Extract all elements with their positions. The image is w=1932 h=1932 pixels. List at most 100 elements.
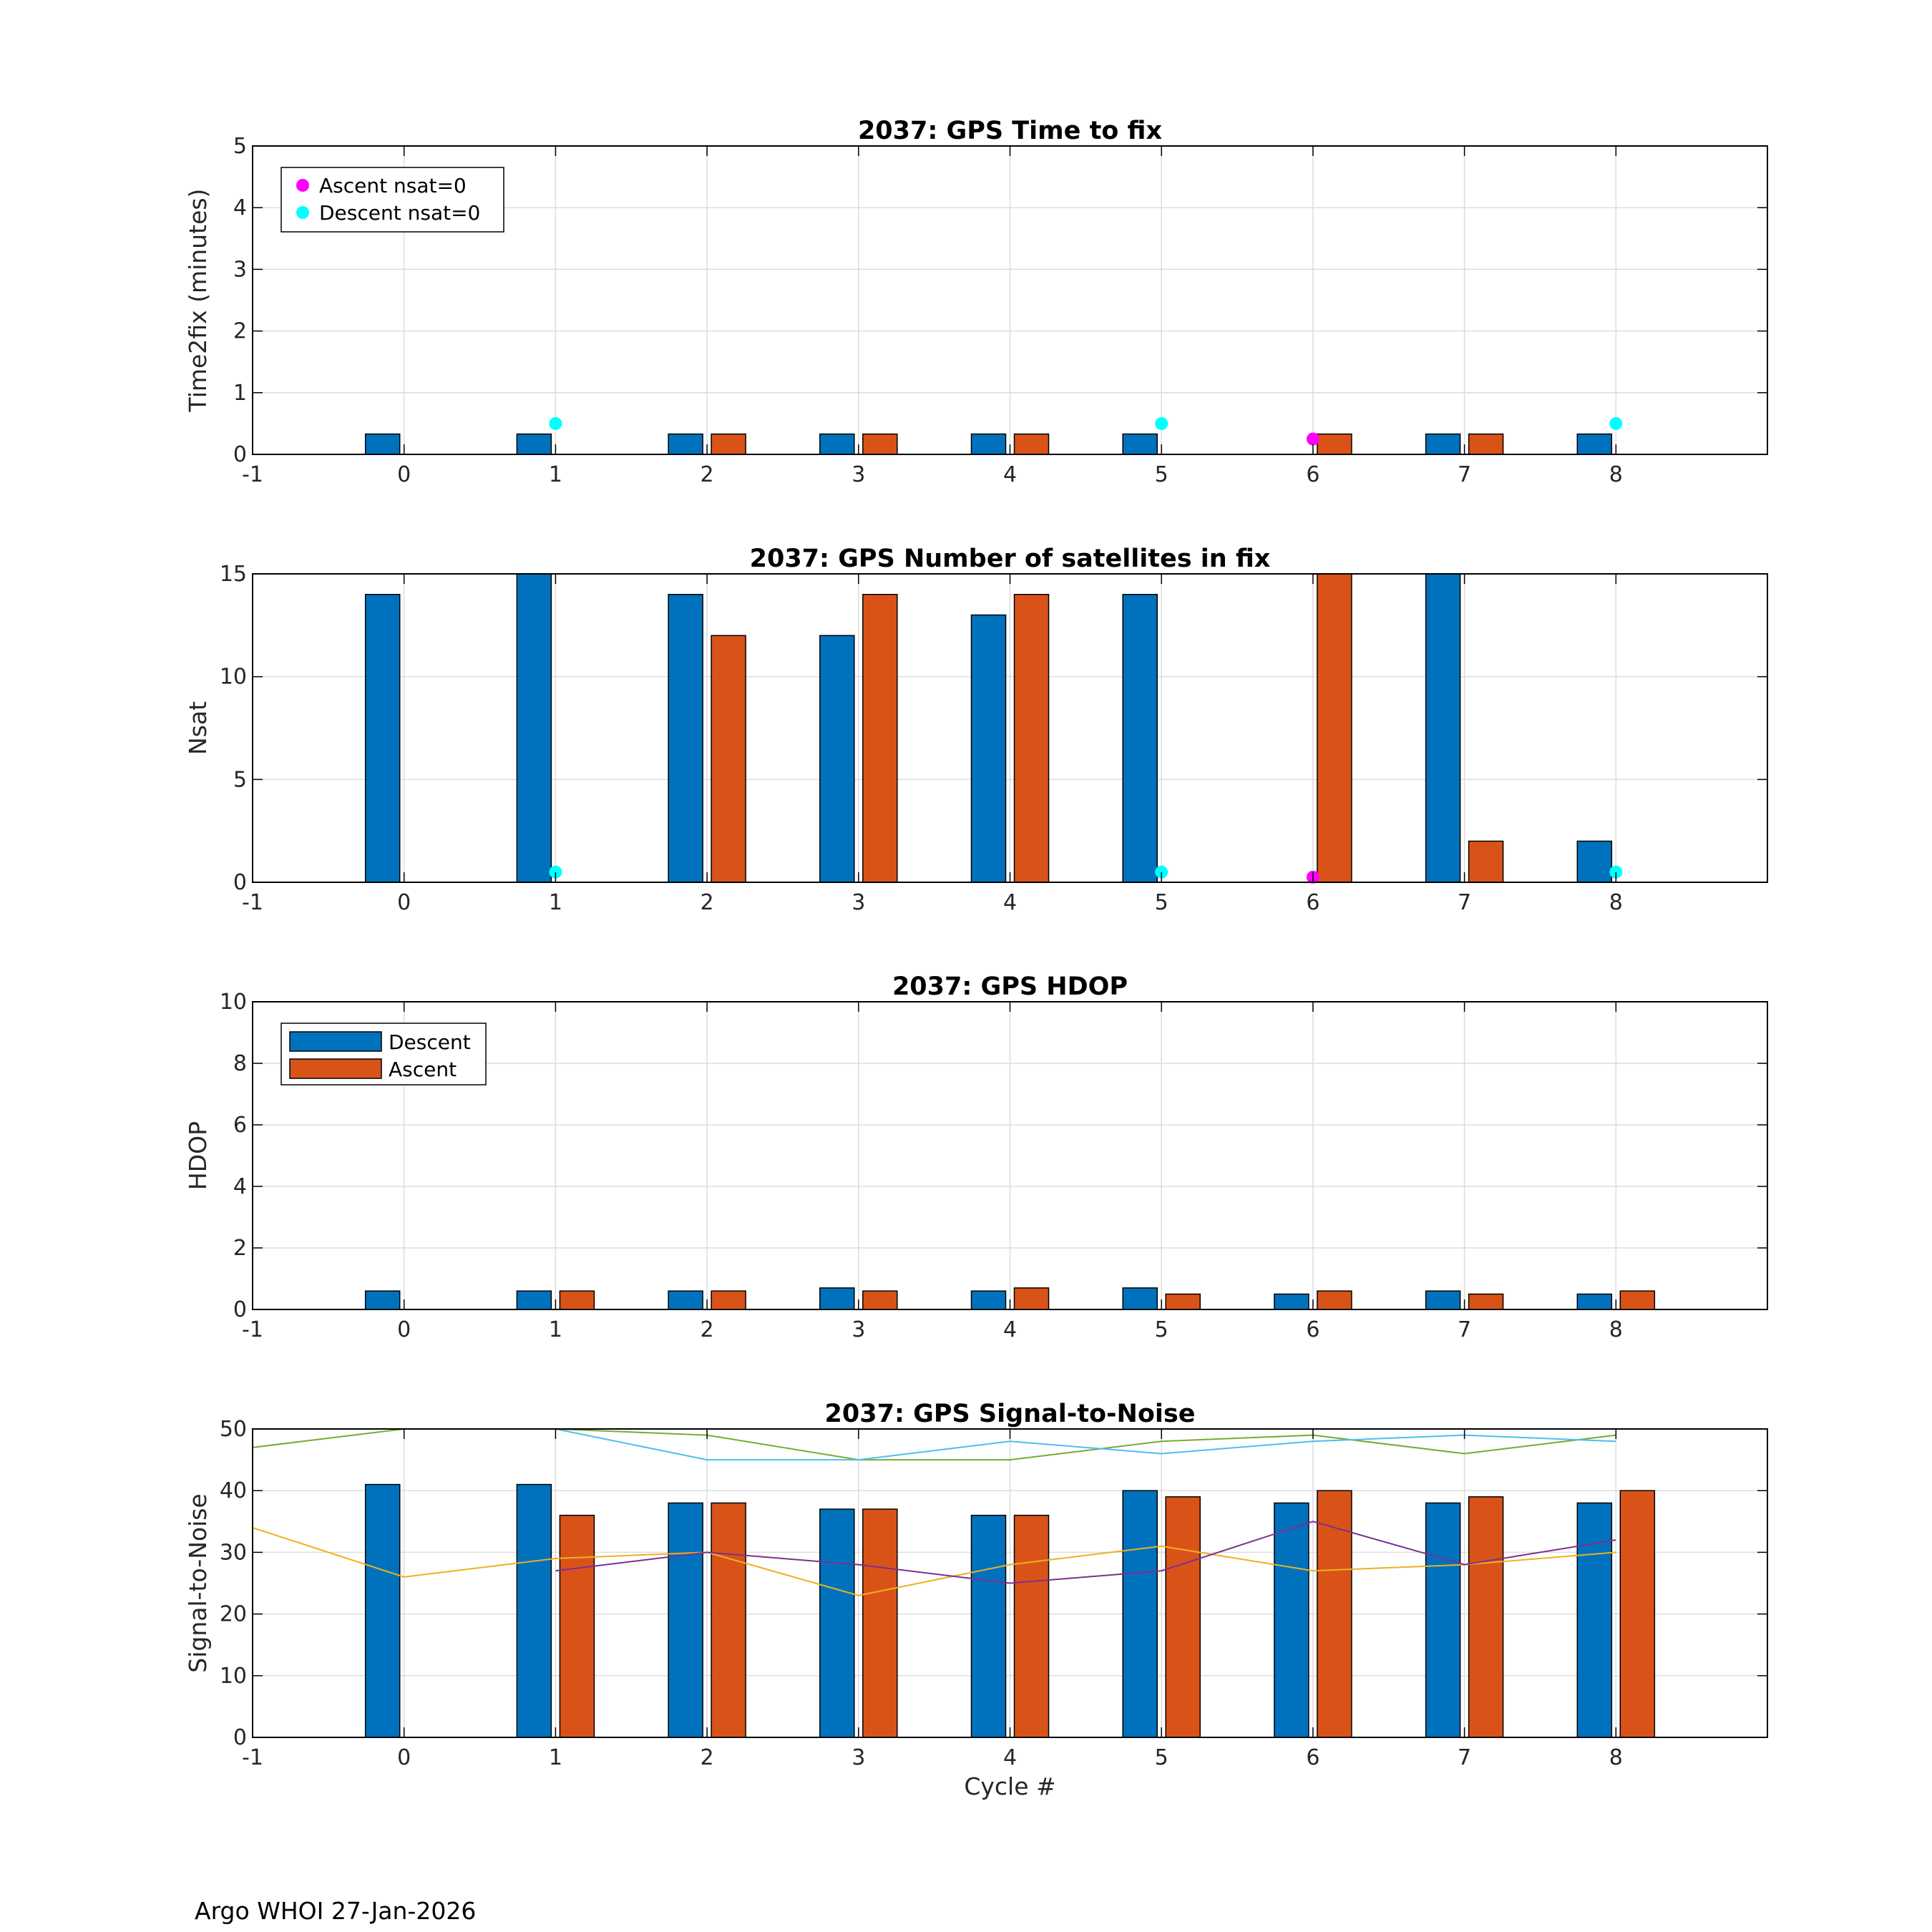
- nsat0-marker: [549, 416, 562, 430]
- x-tick-label: -1: [242, 1745, 263, 1770]
- ascent-bar: [862, 593, 898, 883]
- legend-swatch: [289, 1031, 382, 1052]
- footer-label: Argo WHOI 27-Jan-2026: [195, 1897, 477, 1925]
- legend-marker-icon: [296, 179, 309, 192]
- ascent-bar: [1165, 1496, 1201, 1738]
- descent-bar: [516, 1290, 552, 1310]
- x-tick-label: 8: [1609, 1745, 1623, 1770]
- ascent-bar: [1619, 1290, 1656, 1310]
- x-tick-label: 0: [397, 1317, 411, 1342]
- y-tick-label: 3: [233, 257, 247, 282]
- x-tick-label: 5: [1155, 462, 1169, 487]
- legend-entry-label: Descent nsat=0: [319, 201, 480, 225]
- ascent-bar: [1468, 1496, 1504, 1738]
- descent-bar: [668, 1290, 703, 1310]
- descent-bar: [819, 1287, 855, 1310]
- x-tick-label: 4: [1003, 890, 1017, 915]
- x-tick-label: 3: [852, 1317, 865, 1342]
- descent-bar: [1425, 1290, 1461, 1310]
- legend: Ascent nsat=0 Descent nsat=0: [280, 167, 504, 233]
- x-tick-label: 5: [1155, 890, 1169, 915]
- x-tick-label: -1: [242, 462, 263, 487]
- descent-bar: [1122, 593, 1158, 883]
- y-tick-label: 20: [220, 1602, 247, 1627]
- y-tick-label: 10: [220, 1664, 247, 1689]
- x-tick-label: 6: [1306, 890, 1319, 915]
- x-tick-label: 7: [1458, 1745, 1471, 1770]
- ascent-bar: [1468, 840, 1504, 883]
- ascent-bar: [1165, 1293, 1201, 1310]
- ascent-bar: [862, 1290, 898, 1310]
- descent-bar: [1576, 1502, 1613, 1738]
- x-tick-label: 6: [1306, 1745, 1319, 1770]
- x-tick-label: 7: [1458, 462, 1471, 487]
- ascent-bar: [1317, 1290, 1352, 1310]
- y-tick-label: 0: [233, 442, 247, 467]
- ascent-bar: [1013, 1514, 1050, 1738]
- descent-bar: [364, 1290, 401, 1310]
- x-tick-label: 6: [1306, 462, 1319, 487]
- x-tick-label: 0: [397, 1745, 411, 1770]
- descent-bar: [819, 433, 855, 455]
- legend-entry-label: Ascent: [389, 1058, 457, 1081]
- ascent-bar: [1468, 433, 1504, 455]
- y-tick-label: 4: [233, 1174, 247, 1199]
- y-tick-label: 40: [220, 1478, 247, 1503]
- y-tick-label: 5: [233, 134, 247, 159]
- descent-bar: [1425, 433, 1461, 455]
- snr-series-line: [555, 1428, 1616, 1461]
- descent-bar: [970, 1290, 1007, 1310]
- x-tick-label: 2: [701, 1317, 714, 1342]
- y-tick-label: 0: [233, 870, 247, 895]
- ascent-bar: [559, 1290, 595, 1310]
- descent-bar: [1425, 1502, 1461, 1738]
- x-tick-label: 5: [1155, 1317, 1169, 1342]
- x-tick-label: 2: [701, 890, 714, 915]
- x-tick-label: 2: [701, 1745, 714, 1770]
- ascent-bar: [711, 1502, 746, 1738]
- x-tick-label: 7: [1458, 1317, 1471, 1342]
- descent-bar: [970, 1514, 1007, 1738]
- descent-bar: [970, 614, 1007, 883]
- x-tick-label: -1: [242, 1317, 263, 1342]
- y-tick-label: 0: [233, 1297, 247, 1322]
- x-tick-label: 3: [852, 890, 865, 915]
- x-tick-label: 8: [1609, 1317, 1623, 1342]
- descent-bar: [1576, 1293, 1613, 1310]
- descent-bar: [1122, 1287, 1158, 1310]
- nsat0-marker: [1155, 865, 1169, 879]
- nsat0-marker: [1609, 865, 1623, 879]
- ascent-bar: [1013, 593, 1050, 883]
- snr-series-line: [252, 1526, 1616, 1596]
- x-tick-label: 1: [549, 1745, 562, 1770]
- x-tick-label: 7: [1458, 890, 1471, 915]
- y-tick-label: 2: [233, 319, 247, 344]
- y-tick-label: 5: [233, 767, 247, 792]
- chart-title: 2037: GPS Number of satellites in fix: [750, 545, 1271, 573]
- x-axis-label: Cycle #: [964, 1772, 1055, 1800]
- ascent-bar: [711, 433, 746, 455]
- descent-bar: [516, 1483, 552, 1738]
- ascent-bar: [1013, 433, 1050, 455]
- descent-bar: [1576, 840, 1613, 883]
- y-tick-label: 0: [233, 1725, 247, 1750]
- descent-bar: [1274, 1293, 1309, 1310]
- ascent-bar: [1619, 1490, 1656, 1738]
- legend-entry-label: Descent: [389, 1030, 471, 1054]
- descent-bar: [364, 593, 401, 883]
- descent-bar: [819, 635, 855, 883]
- ascent-bar: [1013, 1287, 1050, 1310]
- chart-title: 2037: GPS Time to fix: [858, 117, 1163, 145]
- descent-bar: [364, 1483, 401, 1738]
- x-tick-label: 5: [1155, 1745, 1169, 1770]
- ascent-bar: [711, 1290, 746, 1310]
- y-tick-label: 10: [220, 990, 247, 1015]
- ascent-bar: [862, 433, 898, 455]
- x-tick-label: 1: [549, 1317, 562, 1342]
- ascent-bar: [559, 1514, 595, 1738]
- descent-bar: [668, 433, 703, 455]
